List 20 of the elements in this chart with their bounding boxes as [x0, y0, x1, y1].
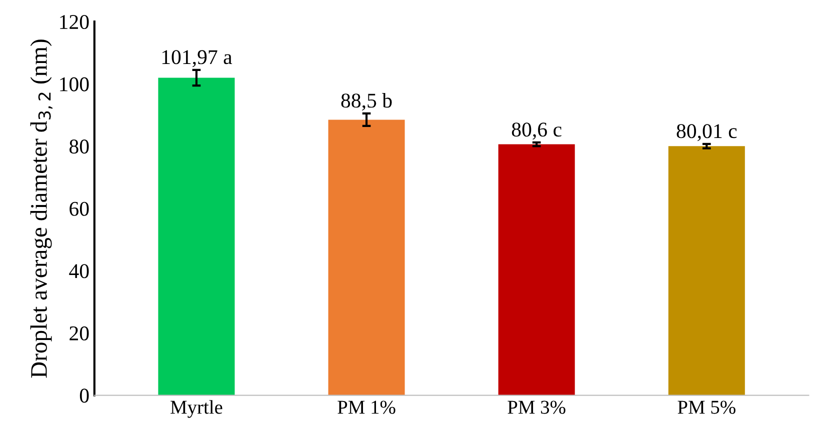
y-tick-label: 60: [70, 202, 89, 216]
data-label: 101,97 a: [162, 50, 232, 68]
bar: [668, 146, 745, 396]
x-tick-label: Myrtle: [170, 400, 222, 418]
bar: [498, 144, 575, 396]
bar: [158, 78, 235, 396]
y-tick-label: 120: [60, 14, 89, 30]
x-tick-label: PM 5%: [678, 400, 736, 414]
y-tick-label: 40: [69, 264, 89, 278]
data-label: 80,6 c: [512, 122, 562, 140]
y-tick-label: 80: [70, 140, 89, 154]
y-tick-label: 0: [80, 388, 89, 403]
x-tick-label: PM 1%: [338, 400, 396, 414]
y-axis-title: Droplet average diameter d$_{3,2}$ (nm): [30, 40, 52, 378]
y-tick-label: 20: [70, 326, 89, 340]
x-tick-label: PM 3%: [508, 400, 566, 414]
bar: [328, 120, 405, 396]
y-tick-label: 100: [60, 77, 89, 92]
data-label: 88,5 b: [341, 93, 392, 111]
data-label: 80,01 c: [676, 124, 737, 142]
